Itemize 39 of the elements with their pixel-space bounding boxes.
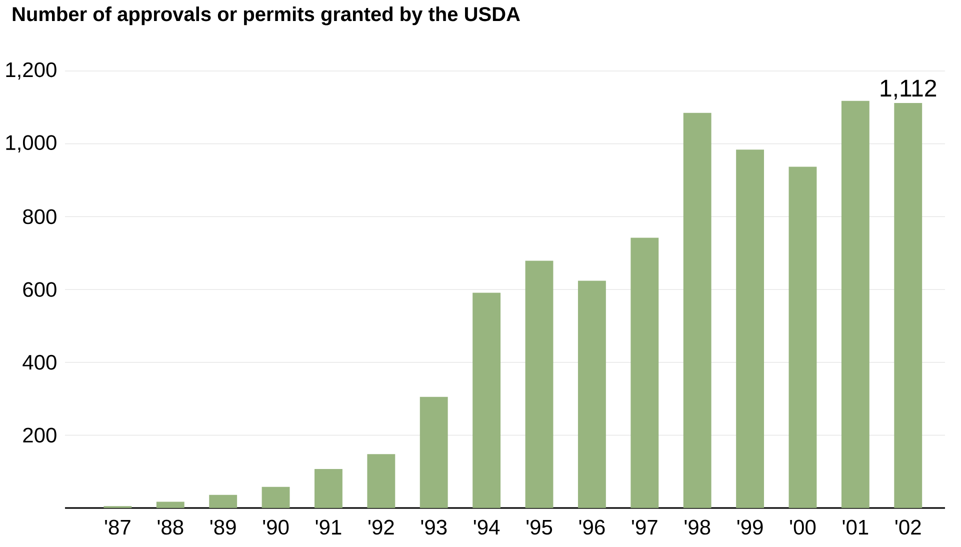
bar [262, 486, 290, 508]
y-tick-label: 200 [23, 428, 56, 443]
y-tick-label: 1,000 [6, 135, 56, 153]
bar [578, 280, 606, 508]
bar [525, 260, 554, 508]
bar [841, 100, 870, 508]
x-tick-label: '88 [158, 520, 184, 535]
x-tick-label: '91 [316, 520, 342, 535]
y-tick-label: 600 [23, 282, 56, 297]
bar [630, 238, 659, 508]
x-tick-label: '94 [474, 520, 500, 535]
x-tick-label: '87 [105, 520, 130, 535]
bar [314, 469, 342, 508]
x-tick-label: '99 [737, 520, 763, 535]
bar [472, 292, 501, 508]
x-tick-label: '95 [526, 520, 552, 535]
x-tick-label: '90 [263, 520, 289, 535]
x-tick-label: '98 [684, 520, 710, 535]
x-tick-label: '93 [421, 520, 447, 535]
bar [209, 494, 238, 508]
bar [367, 454, 396, 508]
data-label: 1,112 [880, 80, 936, 100]
bar [420, 396, 448, 508]
x-tick-label: '00 [790, 520, 816, 535]
bar [156, 502, 184, 508]
x-tick-label: '96 [579, 520, 605, 535]
y-tick-label: 400 [22, 354, 56, 370]
chart-title: Number of approvals or permits granted by the USDA [12, 6, 520, 26]
bar [683, 112, 712, 508]
bar [736, 150, 764, 508]
bar [788, 166, 817, 508]
x-tick-label: '97 [632, 520, 658, 535]
y-tick-label: 1,200 [6, 62, 56, 80]
x-tick-label: '02 [896, 520, 921, 535]
x-tick-label: '89 [210, 520, 236, 535]
bar [894, 103, 922, 508]
x-tick-label: '92 [368, 520, 394, 535]
x-tick-label: '01 [842, 520, 868, 535]
y-tick-label: 800 [23, 209, 56, 224]
